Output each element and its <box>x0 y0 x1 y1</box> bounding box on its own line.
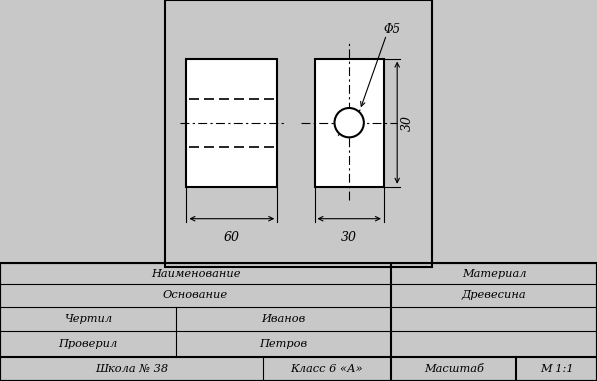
Text: Проверил: Проверил <box>59 339 118 349</box>
Circle shape <box>334 108 364 138</box>
Text: Основание: Основание <box>163 290 228 300</box>
Text: Материал: Материал <box>461 269 527 279</box>
Bar <box>315 59 384 187</box>
Bar <box>186 59 277 187</box>
Text: Чертил: Чертил <box>64 314 112 324</box>
Text: Древесина: Древесина <box>461 290 527 300</box>
Text: 30: 30 <box>341 231 357 244</box>
Text: Школа № 38: Школа № 38 <box>95 364 168 374</box>
Text: Петров: Петров <box>260 339 307 349</box>
Text: М 1:1: М 1:1 <box>540 364 574 374</box>
Text: 60: 60 <box>224 231 240 244</box>
Text: Наименование: Наименование <box>151 269 240 279</box>
Text: Иванов: Иванов <box>261 314 306 324</box>
Text: Класс 6 «А»: Класс 6 «А» <box>291 364 363 374</box>
Text: Φ5: Φ5 <box>383 23 401 36</box>
Text: Масштаб: Масштаб <box>424 364 484 374</box>
Text: 30: 30 <box>401 115 414 131</box>
